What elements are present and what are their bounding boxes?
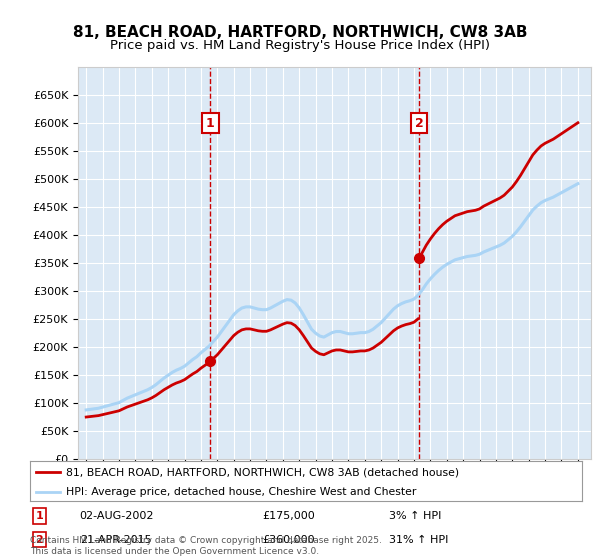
Text: 1: 1 — [206, 116, 215, 130]
Text: £175,000: £175,000 — [262, 511, 314, 521]
Text: £360,000: £360,000 — [262, 535, 314, 545]
Text: 3% ↑ HPI: 3% ↑ HPI — [389, 511, 441, 521]
Text: Contains HM Land Registry data © Crown copyright and database right 2025.
This d: Contains HM Land Registry data © Crown c… — [30, 536, 382, 556]
Text: 21-APR-2015: 21-APR-2015 — [80, 535, 151, 545]
Text: 2: 2 — [35, 535, 43, 545]
Text: 1: 1 — [35, 511, 43, 521]
Text: 81, BEACH ROAD, HARTFORD, NORTHWICH, CW8 3AB (detached house): 81, BEACH ROAD, HARTFORD, NORTHWICH, CW8… — [66, 467, 459, 477]
Text: Price paid vs. HM Land Registry's House Price Index (HPI): Price paid vs. HM Land Registry's House … — [110, 39, 490, 52]
Text: 81, BEACH ROAD, HARTFORD, NORTHWICH, CW8 3AB: 81, BEACH ROAD, HARTFORD, NORTHWICH, CW8… — [73, 25, 527, 40]
Text: 31% ↑ HPI: 31% ↑ HPI — [389, 535, 448, 545]
Text: 02-AUG-2002: 02-AUG-2002 — [80, 511, 154, 521]
Text: HPI: Average price, detached house, Cheshire West and Chester: HPI: Average price, detached house, Ches… — [66, 487, 416, 497]
Text: 2: 2 — [415, 116, 423, 130]
